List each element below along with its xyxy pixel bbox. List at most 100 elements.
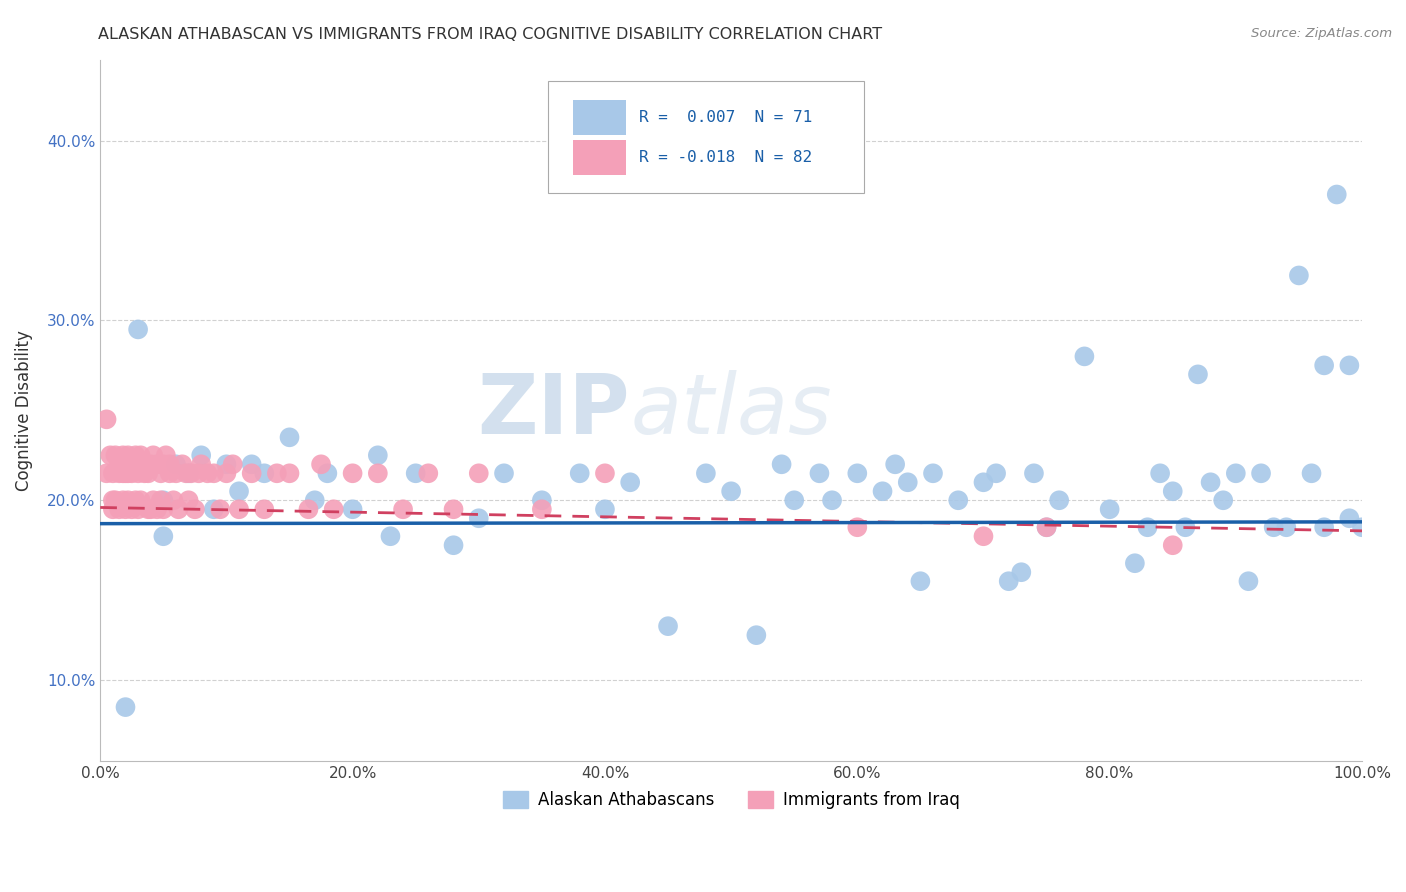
Point (984, 467, 1007, 481)
Text: ZIP: ZIP (478, 370, 630, 450)
Point (253, 467, 276, 481)
Point (593, 467, 616, 481)
Point (1275, 520, 1298, 534)
FancyBboxPatch shape (548, 80, 863, 193)
Point (197, 467, 219, 481)
Point (342, 502, 364, 516)
Point (948, 493, 970, 508)
Point (808, 467, 831, 481)
Text: Source: ZipAtlas.com: Source: ZipAtlas.com (1251, 27, 1392, 40)
Point (530, 502, 553, 516)
Point (111, 467, 134, 481)
Point (202, 467, 225, 481)
Point (568, 467, 591, 481)
Point (228, 484, 250, 499)
Point (322, 502, 344, 516)
Point (96, 412, 118, 426)
Point (342, 467, 364, 481)
Point (98, 448, 121, 462)
Point (309, 458, 332, 472)
Point (367, 467, 389, 481)
Point (111, 493, 134, 508)
Point (1313, 359, 1336, 373)
Point (104, 493, 127, 508)
Point (124, 448, 146, 462)
Point (136, 467, 159, 481)
FancyBboxPatch shape (574, 140, 627, 175)
Point (159, 467, 181, 481)
Text: R =  0.007  N = 71: R = 0.007 N = 71 (638, 110, 813, 125)
Point (184, 502, 207, 516)
Point (165, 458, 187, 472)
Point (367, 448, 389, 462)
Point (1237, 574, 1260, 589)
Point (96, 467, 118, 481)
Point (240, 467, 263, 481)
Point (1199, 475, 1222, 490)
Point (468, 467, 491, 481)
Point (167, 502, 190, 516)
Text: R = -0.018  N = 82: R = -0.018 N = 82 (638, 151, 813, 165)
Point (111, 448, 134, 462)
Point (215, 467, 238, 481)
Point (1225, 467, 1247, 481)
Point (316, 467, 339, 481)
Point (127, 467, 149, 481)
Point (392, 502, 415, 516)
Point (846, 467, 869, 481)
Point (117, 448, 139, 462)
Point (240, 458, 263, 472)
Point (593, 502, 616, 516)
Point (872, 484, 894, 499)
Point (146, 458, 169, 472)
Point (152, 502, 174, 516)
Point (266, 467, 288, 481)
Point (253, 502, 276, 516)
Point (155, 448, 177, 462)
Point (1326, 187, 1348, 202)
Point (114, 458, 136, 472)
Point (152, 529, 174, 543)
Point (1263, 520, 1285, 534)
Point (1161, 484, 1184, 499)
Point (884, 458, 907, 472)
Point (190, 448, 212, 462)
Point (121, 502, 143, 516)
Point (177, 467, 200, 481)
Point (187, 467, 209, 481)
Point (127, 458, 149, 472)
Point (443, 502, 465, 516)
Point (180, 467, 202, 481)
Point (297, 502, 319, 516)
Point (468, 511, 491, 525)
Point (1339, 359, 1361, 373)
Point (146, 502, 169, 516)
Y-axis label: Cognitive Disability: Cognitive Disability (15, 330, 32, 491)
Point (530, 493, 553, 508)
Point (152, 458, 174, 472)
Point (405, 467, 427, 481)
Point (101, 502, 124, 516)
Point (1010, 566, 1032, 580)
Point (695, 467, 717, 481)
Point (101, 493, 124, 508)
Text: ALASKAN ATHABASCAN VS IMMIGRANTS FROM IRAQ COGNITIVE DISABILITY CORRELATION CHAR: ALASKAN ATHABASCAN VS IMMIGRANTS FROM IR… (98, 27, 883, 42)
Point (209, 502, 232, 516)
Legend: Alaskan Athabascans, Immigrants from Iraq: Alaskan Athabascans, Immigrants from Ira… (496, 784, 966, 816)
Point (278, 430, 301, 444)
Point (380, 529, 402, 543)
Point (149, 467, 172, 481)
Point (228, 502, 250, 516)
Point (134, 467, 156, 481)
Point (1035, 520, 1057, 534)
Point (114, 700, 136, 714)
Point (127, 322, 149, 336)
Point (492, 467, 515, 481)
Point (972, 529, 994, 543)
Point (172, 458, 194, 472)
Point (142, 448, 165, 462)
Point (1136, 520, 1159, 534)
Point (121, 458, 143, 472)
Point (821, 493, 844, 508)
Point (222, 458, 245, 472)
